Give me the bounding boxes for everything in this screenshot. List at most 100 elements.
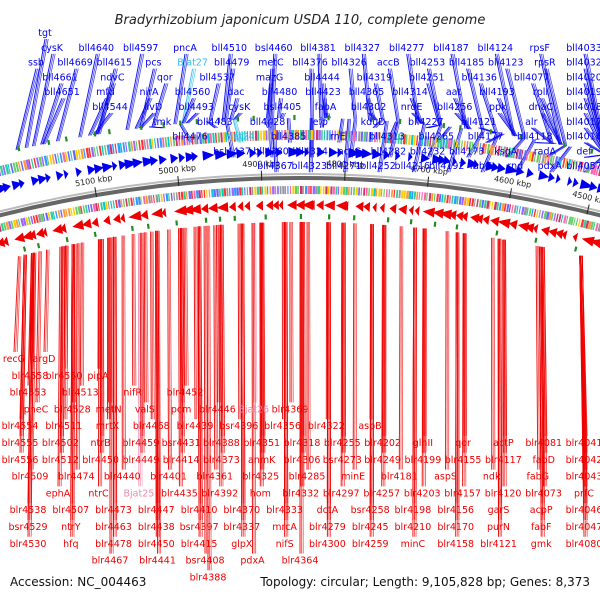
forward-cog-block [38,156,43,167]
reverse-connector-line [158,230,162,554]
reverse-cog-block [292,186,295,195]
gene-label-gmk: gmk [531,539,552,550]
forward-cog-block [530,151,535,162]
forward-cog-block [384,132,388,143]
forward-cog-block [561,157,566,168]
forward-cog-block [415,135,419,146]
rna-tick [93,231,97,238]
forward-connector-line [499,112,517,137]
reverse-cog-block [259,186,262,195]
forward-cog-block [177,135,181,146]
forward-connector-line [387,68,398,122]
forward-gene-arrow [328,147,339,158]
gene-label-mrca: mrcA [272,522,297,533]
reverse-cog-block [45,212,49,221]
forward-cog-block [151,138,154,149]
reverse-connector-line [66,245,69,420]
reverse-gene-arrow [278,200,284,211]
reverse-gene-arrow [72,219,85,230]
reverse-cog-block [590,221,595,230]
reverse-cog-block [216,188,219,197]
forward-cog-block [339,130,343,141]
reverse-connector-line [157,230,160,554]
gene-label-glnii: glnII [413,438,433,449]
reverse-gene-arrow [255,200,264,211]
gene-label-bll4077: bll4077 [514,72,550,83]
reverse-connector-line [38,251,42,403]
reverse-connector-line [197,226,200,537]
reverse-cog-block [545,211,550,220]
forward-connector-line [585,112,600,144]
reverse-cog-block [458,196,462,205]
gene-label-blr4318: blr4318 [284,438,321,449]
reverse-cog-block [473,198,476,207]
map-title: Bradyrhizobium japonicum USDA 110, compl… [115,13,486,28]
reverse-cog-block [513,205,517,214]
reverse-cog-block [155,194,159,203]
gene-label-blr4120: blr4120 [485,488,522,499]
forward-cog-block [106,144,111,155]
forward-gene-arrow [505,164,520,175]
reverse-connector-line [445,231,447,470]
gene-label-cysk: cysK [41,43,64,54]
reverse-gene-arrow [589,239,600,249]
gene-label-hfq: hfq [63,539,78,550]
reverse-connector-line [27,252,32,537]
reverse-cog-block [272,186,275,195]
reverse-gene-arrow [295,200,305,211]
forward-gene-arrow [304,147,309,158]
reverse-connector-line [221,224,224,487]
reverse-cog-block [110,200,113,209]
gene-label-gars: garS [488,505,510,516]
reverse-cog-block [501,203,505,212]
gene-label-bll4017: bll4017 [566,117,600,128]
reverse-connector-line [140,233,143,487]
gene-label-blr4259: blr4259 [352,539,389,550]
forward-connector-line [230,98,238,121]
forward-connector-line [585,68,600,133]
gene-label-bll4314: bll4314 [392,87,428,98]
gene-label-bsr4431: bsr4431 [162,438,201,449]
forward-connector-line [481,127,498,134]
forward-gene-arrow [596,183,600,193]
forward-cog-block [471,141,474,152]
reverse-connector-line [150,231,152,420]
reverse-cog-block [516,205,519,214]
reverse-cog-block [97,202,100,211]
reverse-gene-arrow [228,201,236,212]
forward-cog-block [154,138,157,149]
reverse-gene-arrow [0,237,6,248]
forward-cog-block [212,132,215,144]
gene-label-blr4155: blr4155 [445,455,482,466]
reverse-connector-line [179,228,182,487]
forward-connector-line [207,121,217,129]
forward-cog-block [379,132,381,143]
gene-label-ilvd: ilvD [144,102,162,113]
reverse-gene-arrow [188,204,202,215]
forward-connector-line [151,83,166,127]
forward-connector-line [176,53,189,125]
reverse-cog-block [535,209,539,218]
reverse-cog-block [211,189,215,198]
rna-tick [489,129,493,135]
reverse-cog-block [528,207,532,217]
reverse-gene-arrow [3,236,10,247]
forward-connector-line [267,83,272,119]
forward-connector-line [126,53,143,130]
gene-label-purn: purN [487,522,510,533]
gene-label-hom: hom [250,488,271,499]
reverse-connector-line [79,242,82,386]
gene-label-blr4556: blr4556 [2,455,39,466]
forward-cog-block [549,155,554,166]
forward-cog-block [431,136,435,148]
reverse-cog-block [228,188,231,197]
reverse-connector-line [133,233,135,386]
forward-connector-line [208,121,219,129]
forward-cog-block [281,130,283,141]
forward-gene-arrow [361,148,373,159]
gene-label-blr4512: blr4512 [42,455,79,466]
forward-connector-line [184,68,197,124]
forward-cog-block [305,130,308,141]
reverse-gene-arrow [140,209,149,220]
reverse-cog-block [580,219,585,228]
